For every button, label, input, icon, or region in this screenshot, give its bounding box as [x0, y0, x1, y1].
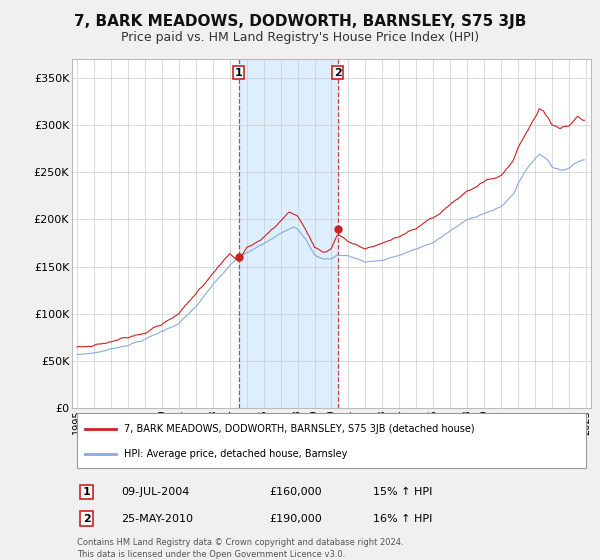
Text: 1: 1 [235, 68, 242, 77]
Text: £190,000: £190,000 [269, 514, 322, 524]
FancyBboxPatch shape [77, 413, 586, 468]
Text: This data is licensed under the Open Government Licence v3.0.: This data is licensed under the Open Gov… [77, 550, 346, 559]
Text: 7, BARK MEADOWS, DODWORTH, BARNSLEY, S75 3JB: 7, BARK MEADOWS, DODWORTH, BARNSLEY, S75… [74, 14, 526, 29]
Text: £160,000: £160,000 [269, 487, 322, 497]
Text: 1: 1 [83, 487, 91, 497]
Text: 15% ↑ HPI: 15% ↑ HPI [373, 487, 433, 497]
Text: 2: 2 [334, 68, 342, 77]
Text: HPI: Average price, detached house, Barnsley: HPI: Average price, detached house, Barn… [124, 449, 347, 459]
Text: Price paid vs. HM Land Registry's House Price Index (HPI): Price paid vs. HM Land Registry's House … [121, 31, 479, 44]
Text: 09-JUL-2004: 09-JUL-2004 [121, 487, 190, 497]
Text: 2: 2 [83, 514, 91, 524]
Text: Contains HM Land Registry data © Crown copyright and database right 2024.: Contains HM Land Registry data © Crown c… [77, 538, 404, 547]
Text: 7, BARK MEADOWS, DODWORTH, BARNSLEY, S75 3JB (detached house): 7, BARK MEADOWS, DODWORTH, BARNSLEY, S75… [124, 424, 475, 435]
Text: 16% ↑ HPI: 16% ↑ HPI [373, 514, 433, 524]
Text: 25-MAY-2010: 25-MAY-2010 [121, 514, 193, 524]
Bar [239, 59, 338, 408]
